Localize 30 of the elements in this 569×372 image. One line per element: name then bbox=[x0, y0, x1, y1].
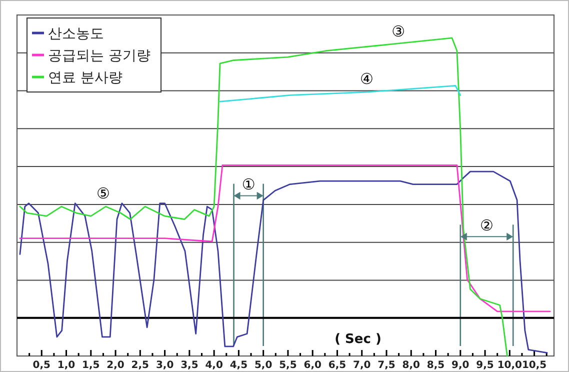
x-tick-label: 2,5 bbox=[131, 360, 150, 371]
legend-label: 공급되는 공기량 bbox=[48, 48, 150, 64]
annotation: ④ bbox=[360, 70, 374, 88]
x-tick-label: 8,0 bbox=[402, 360, 420, 371]
x-tick-label: 8,5 bbox=[426, 360, 445, 371]
x-tick-label: 5,5 bbox=[279, 360, 297, 371]
x-tick-label: 4,0 bbox=[205, 360, 223, 371]
x-axis-title: ( Sec ) bbox=[334, 332, 382, 347]
x-tick-label: 0,5 bbox=[32, 360, 51, 371]
annotation: ② bbox=[480, 216, 494, 235]
x-tick-label: 3,5 bbox=[180, 360, 198, 371]
x-tick-label: 10,5 bbox=[522, 360, 547, 371]
x-tick-label: 9,5 bbox=[476, 360, 494, 371]
legend-label: 산소농도 bbox=[48, 26, 104, 42]
x-tick-label: 6,0 bbox=[304, 360, 322, 371]
x-tick-label: 7,5 bbox=[378, 360, 396, 371]
annotation: ① bbox=[242, 176, 256, 194]
x-tick-label: 1,5 bbox=[82, 360, 100, 371]
x-tick-label: 5,0 bbox=[254, 360, 272, 371]
x-tick-label: 3,0 bbox=[156, 360, 174, 371]
x-tick-label: 2,0 bbox=[106, 360, 124, 371]
x-tick-label: 6,5 bbox=[328, 360, 346, 371]
annotation: ③ bbox=[392, 22, 406, 40]
x-tick-label: 7,0 bbox=[353, 360, 371, 371]
x-tick-label: 4,5 bbox=[230, 360, 248, 371]
x-tick-label: 9,0 bbox=[452, 360, 470, 371]
annotation: ⑤ bbox=[96, 184, 110, 203]
legend-label: 연료 분사량 bbox=[48, 70, 122, 86]
x-tick-label: 10,0 bbox=[497, 360, 522, 371]
x-tick-label: 1,0 bbox=[57, 360, 76, 371]
